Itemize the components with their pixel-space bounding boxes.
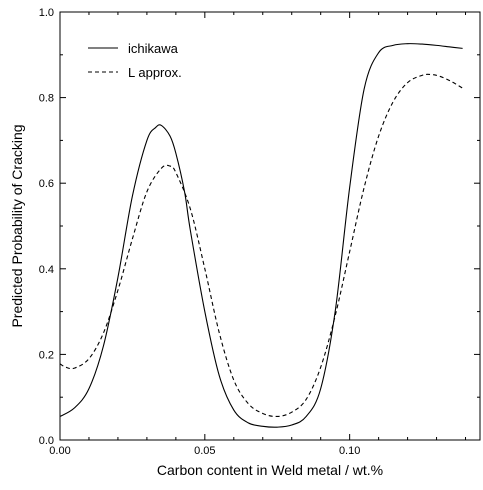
- y-tick-label: 0.0: [39, 435, 54, 447]
- series-layer: [59, 43, 463, 428]
- legend-label: L approx.: [128, 65, 182, 80]
- axes-layer: 0.00 0.05 0.10 0.0 0.2 0.4 0.6 0.8 1.0: [39, 7, 481, 457]
- y-tick-label: 0.2: [39, 349, 54, 361]
- x-tick-label: 0.05: [194, 445, 215, 457]
- y-tick-label: 0.8: [39, 93, 54, 105]
- x-tick-label: 0.00: [49, 445, 70, 457]
- series-line-ichikawa: [59, 43, 463, 428]
- y-tick-label: 1.0: [39, 7, 54, 19]
- x-axis-label: Carbon content in Weld metal / wt.%: [157, 462, 383, 478]
- y-tick-label: 0.4: [39, 264, 54, 276]
- series-line-l-approx: [59, 73, 463, 418]
- x-tick-label: 0.10: [339, 445, 360, 457]
- y-tick-label: 0.6: [39, 178, 54, 190]
- legend-label: ichikawa: [128, 41, 179, 56]
- plot-frame: [59, 11, 481, 441]
- y-axis-label: Predicted Probability of Cracking: [9, 124, 25, 327]
- legend: ichikawa L approx.: [88, 41, 182, 80]
